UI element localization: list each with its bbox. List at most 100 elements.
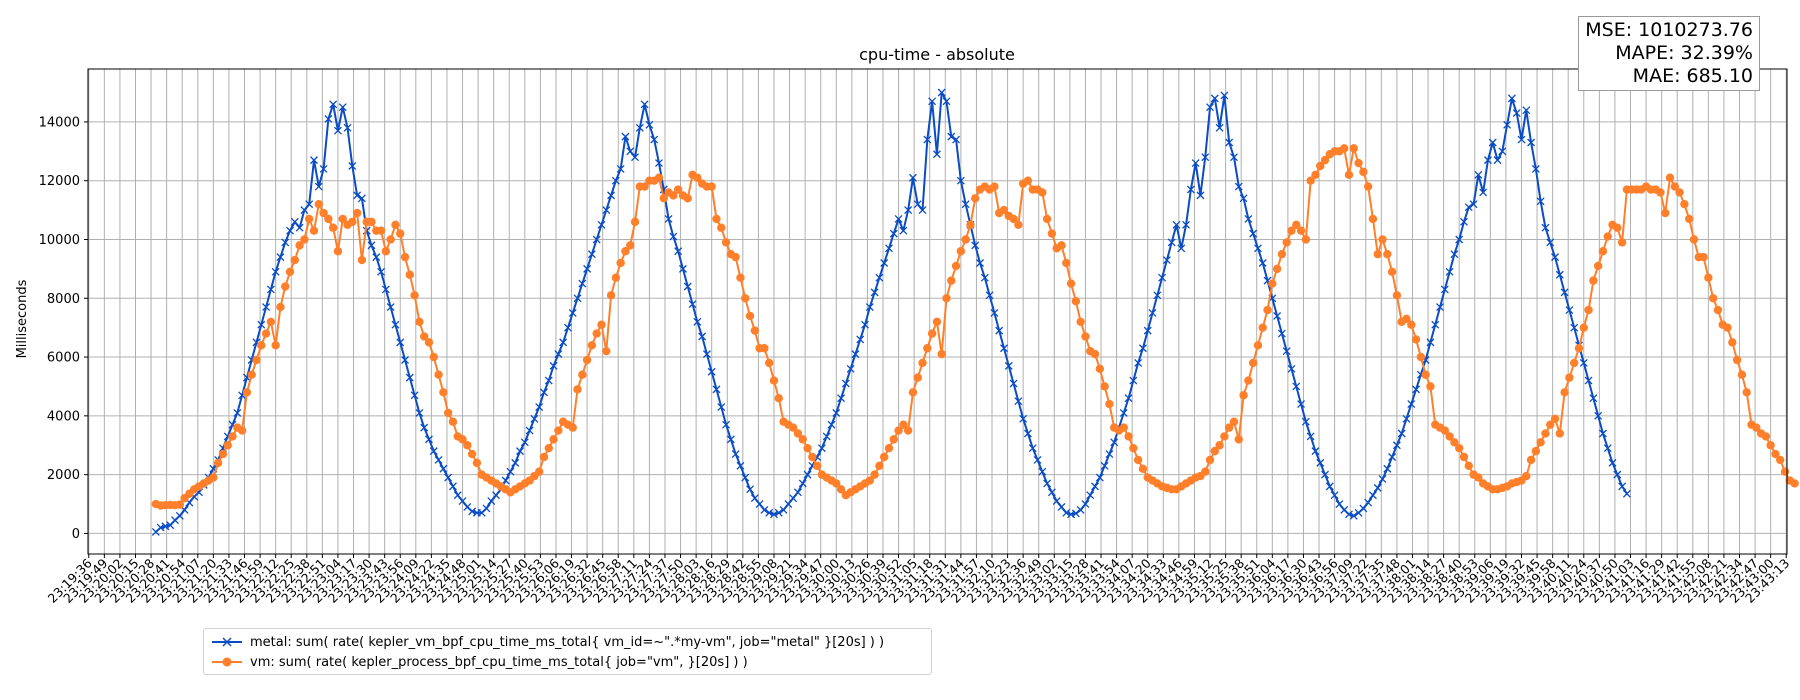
data-point: [1445, 267, 1454, 276]
data-point: [903, 426, 913, 435]
data-point: [1095, 473, 1104, 482]
data-point: [1311, 447, 1320, 456]
data-point: [836, 485, 846, 494]
data-point: [1469, 200, 1478, 209]
data-point: [1316, 458, 1325, 467]
data-point: [1062, 508, 1071, 517]
data-point: [516, 447, 524, 456]
data-point: [1531, 164, 1540, 173]
data-point: [630, 217, 640, 227]
data-point: [875, 461, 884, 471]
data-point: [1713, 305, 1723, 315]
data-point: [396, 229, 405, 238]
data-point: [693, 317, 702, 326]
data-point: [602, 206, 611, 215]
y-tick-label: 4000: [47, 409, 80, 424]
y-tick-label: 10000: [39, 233, 80, 248]
data-point: [1589, 394, 1598, 403]
data-point: [611, 176, 620, 185]
data-point: [616, 164, 625, 173]
data-point: [1699, 252, 1708, 262]
data-point: [1182, 220, 1191, 229]
data-point: [1311, 170, 1320, 180]
legend-marker-vm: [212, 657, 242, 667]
data-point: [841, 379, 850, 388]
data-point: [1297, 400, 1306, 409]
data-point: [1363, 182, 1373, 191]
legend: metal: sum( rate( kepler_vm_bpf_cpu_time…: [203, 628, 932, 675]
data-point: [1464, 203, 1473, 212]
data-point: [353, 191, 362, 200]
data-point: [990, 182, 999, 191]
data-point: [1613, 470, 1622, 479]
data-point: [1210, 94, 1219, 103]
data-point: [1589, 276, 1598, 285]
data-point: [1426, 338, 1435, 347]
data-point: [1239, 194, 1248, 203]
data-point: [372, 253, 381, 262]
data-point: [1023, 429, 1032, 438]
data-point: [1205, 455, 1215, 465]
data-point: [1584, 305, 1593, 315]
data-point: [549, 361, 558, 370]
data-point: [592, 329, 601, 338]
data-point: [1090, 349, 1100, 359]
data-point: [554, 426, 563, 435]
data-point: [1661, 208, 1670, 218]
data-point: [1100, 461, 1109, 470]
data-point: [832, 408, 841, 417]
data-point: [1339, 144, 1349, 153]
data-point: [276, 302, 285, 312]
data-point: [324, 214, 333, 224]
data-point: [1383, 249, 1392, 259]
data-point: [1507, 94, 1516, 103]
data-point: [1742, 388, 1751, 397]
data-point: [626, 241, 635, 250]
data-point: [1531, 446, 1541, 456]
data-point: [923, 135, 932, 144]
mape-value: MAPE: 32.39%: [1615, 42, 1753, 64]
data-point: [1301, 235, 1311, 244]
data-point: [1368, 214, 1378, 224]
data-point: [913, 200, 922, 209]
data-point: [1287, 226, 1296, 235]
data-point: [213, 458, 223, 468]
data-point: [947, 132, 956, 141]
data-point: [1066, 279, 1076, 288]
data-point: [1546, 420, 1555, 429]
data-point: [1608, 458, 1617, 467]
data-point: [597, 320, 606, 329]
data-point: [506, 467, 515, 476]
data-point: [1421, 370, 1430, 379]
data-point: [1723, 323, 1732, 332]
data-point: [1105, 399, 1114, 409]
data-point: [1258, 323, 1267, 332]
data-point: [1344, 170, 1354, 180]
data-point: [717, 403, 726, 411]
data-point: [712, 214, 721, 224]
data-point: [1330, 491, 1339, 500]
data-point: [1268, 279, 1277, 288]
data-point: [654, 173, 664, 182]
data-point: [918, 206, 927, 215]
data-point: [1057, 241, 1066, 250]
data-point: [995, 326, 1004, 335]
data-point: [1455, 235, 1464, 244]
data-point: [1143, 326, 1152, 335]
data-point: [745, 311, 755, 321]
data-point: [1138, 344, 1147, 353]
data-point: [961, 200, 970, 209]
data-point: [870, 288, 879, 297]
data-point: [937, 88, 946, 97]
data-point: [376, 226, 386, 235]
data-point: [448, 417, 458, 426]
data-point: [702, 350, 711, 359]
data-point: [161, 522, 170, 531]
data-point: [468, 507, 477, 516]
data-point: [1436, 303, 1444, 312]
data-point: [1239, 391, 1248, 400]
data-point: [443, 408, 453, 418]
data-point: [266, 285, 275, 294]
data-point: [788, 423, 798, 432]
data-point: [1464, 461, 1473, 471]
